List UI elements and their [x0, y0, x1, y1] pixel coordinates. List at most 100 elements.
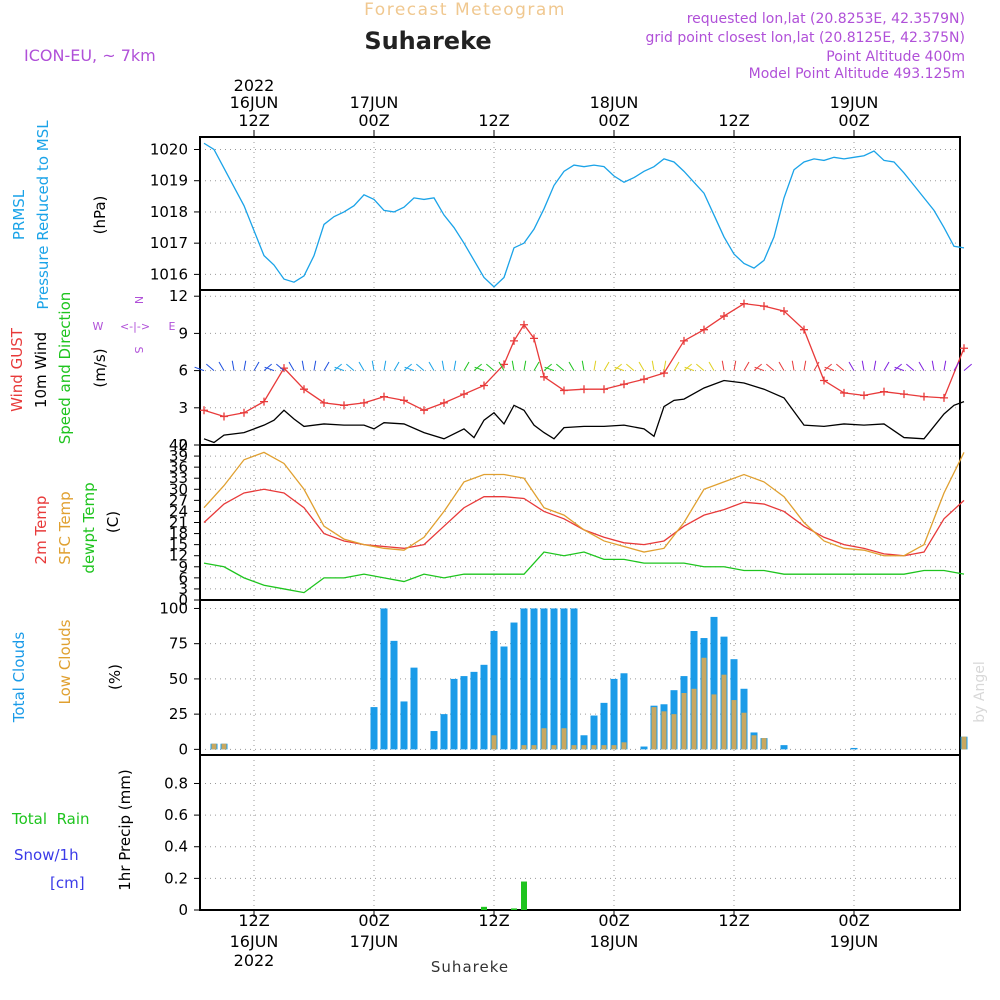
- wind-arrow: [333, 363, 342, 371]
- bar-low-clouds: [571, 745, 577, 750]
- wind-arrow: [733, 360, 737, 371]
- y-tick-label: 9: [178, 558, 188, 576]
- svg-text:<-|->: <-|->: [120, 320, 150, 333]
- bar-total-clouds: [610, 678, 618, 750]
- wind-gust-label: Wind GUST: [8, 327, 26, 412]
- gust-marker: [300, 385, 308, 394]
- wind-arrow: [848, 361, 855, 371]
- y-tick-label: 21: [169, 514, 188, 532]
- y-tick-label: 24: [169, 502, 188, 520]
- bar-total-clouds: [530, 608, 538, 750]
- wind-dir-label: Speed and Direction: [56, 292, 74, 445]
- y-tick-label: 0.2: [164, 869, 188, 887]
- bar-low-clouds: [761, 738, 767, 750]
- panel-frame: [199, 289, 961, 446]
- gust-marker: [200, 406, 208, 415]
- svg-text:W: W: [93, 320, 104, 333]
- svg-text:N: N: [132, 296, 145, 304]
- gust-marker: [400, 396, 408, 405]
- wind-arrow: [453, 360, 457, 371]
- y-tick-label: 1020: [150, 140, 188, 158]
- y-tick-label: 9: [178, 324, 188, 342]
- bar-low-clouds: [621, 742, 627, 750]
- series-line-sfc-temp: [203, 451, 965, 557]
- precip-axis-label: 1hr Precip (mm): [116, 769, 134, 890]
- wind-arrow: [613, 363, 622, 371]
- bar-total-clouds: [550, 608, 558, 750]
- gust-marker: [380, 392, 388, 401]
- y-tick-label: 100: [159, 599, 188, 617]
- gust-marker: [860, 391, 868, 400]
- bar-low-clouds: [661, 711, 667, 750]
- wind-arrow: [403, 363, 412, 371]
- wind-arrow: [823, 363, 832, 371]
- bar-total-clouds: [460, 676, 468, 750]
- wind-arrow: [603, 361, 610, 371]
- axis-day: 18JUN: [590, 93, 639, 112]
- gust-marker: [700, 325, 708, 334]
- bar-low-clouds: [691, 688, 697, 750]
- bar-low-clouds: [751, 735, 757, 750]
- wind-arrow: [511, 360, 515, 371]
- wind-arrow: [743, 361, 750, 371]
- bar-total-clouds: [590, 715, 598, 750]
- snow-label: Snow/1h: [14, 846, 79, 864]
- panel-clouds: 0 25 50 75 100: [159, 599, 968, 758]
- bar-total-clouds: [450, 678, 458, 750]
- bar-total-clouds: [370, 707, 378, 750]
- wind-arrow: [463, 361, 470, 371]
- snow-unit-label: [cm]: [50, 874, 85, 892]
- axis-day: 16JUN: [230, 932, 279, 951]
- y-tick-label: 1018: [150, 203, 188, 221]
- wind-arrow: [581, 360, 585, 371]
- bar-total-clouds: [430, 731, 438, 750]
- axis-day: 16JUN: [230, 93, 279, 112]
- y-tick-label: 3: [178, 399, 188, 417]
- bar-low-clouds: [681, 693, 687, 750]
- gust-marker: [820, 376, 828, 385]
- svg-text:S: S: [132, 347, 145, 354]
- wind-arrow: [708, 361, 715, 371]
- gust-marker: [640, 375, 648, 384]
- clouds-unit-label: (%): [106, 664, 124, 690]
- bar-total-clouds: [850, 747, 858, 750]
- gust-marker: [760, 302, 768, 311]
- panel-pressure: 1016 1017 1018 1019 1020: [150, 136, 965, 291]
- wind-arrow: [626, 363, 635, 371]
- y-tick-label: 0: [178, 436, 188, 454]
- series-line-wind-gust: [203, 302, 965, 418]
- wind-arrow: [593, 360, 597, 371]
- gust-marker: [360, 398, 368, 407]
- gust-marker: [620, 380, 628, 389]
- bar-low-clouds: [721, 674, 727, 750]
- y-tick-label: 6: [178, 362, 188, 380]
- gust-marker: [530, 334, 538, 343]
- axis-hour: 12Z: [478, 111, 509, 130]
- cloud-labels: Total Clouds Low Clouds (%): [10, 619, 124, 723]
- bar-total-clouds: [510, 622, 518, 750]
- gust-marker: [320, 398, 328, 407]
- footer-location: Suhareke: [431, 958, 509, 976]
- gust-marker: [560, 386, 568, 395]
- wind-arrow: [754, 366, 765, 372]
- gust-marker: [480, 381, 488, 390]
- sfc-temp-label: SFC Temp: [56, 491, 74, 564]
- temp2m-label: 2m Temp: [32, 496, 50, 565]
- pressure-labels: PRMSL Pressure Reduced to MSL (hPa): [10, 120, 109, 310]
- panel-precip: 0 0.2 0.4 0.6 0.8: [164, 754, 961, 919]
- total-rain-label: Total Rain: [11, 810, 90, 828]
- axis-day: 17JUN: [350, 932, 399, 951]
- panel-frame: [199, 136, 961, 291]
- bar-low-clouds: [961, 736, 967, 750]
- wind-arrow: [288, 361, 295, 371]
- wind-arrow: [371, 360, 375, 371]
- wind-arrow: [861, 360, 865, 371]
- top-title: Forecast Meteogram: [364, 0, 566, 20]
- model-altitude: Model Point Altitude 493.125m: [749, 66, 965, 82]
- gust-marker: [520, 320, 528, 329]
- wind-arrow: [393, 361, 400, 371]
